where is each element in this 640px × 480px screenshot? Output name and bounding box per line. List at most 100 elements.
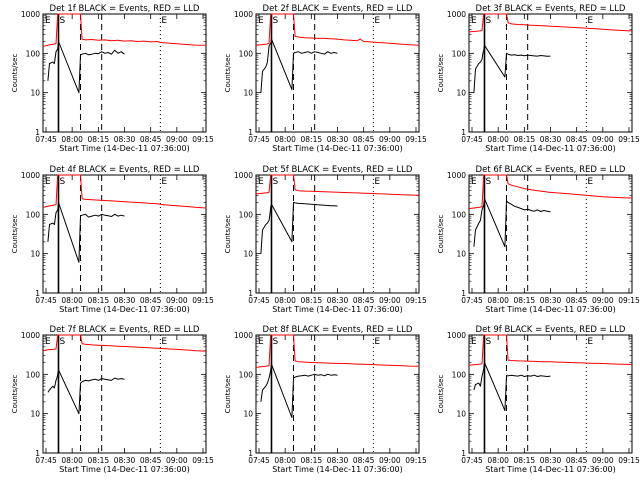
y-axis-label: Counts/sec xyxy=(437,375,445,414)
panel-title: Det 2f BLACK = Events, RED = LLD xyxy=(263,4,413,14)
y-tick-label: 1000 xyxy=(234,331,253,340)
y-tick-label: 10 xyxy=(456,250,466,259)
y-tick-label: 1 xyxy=(248,449,253,458)
x-tick-label: 08:30 xyxy=(540,135,562,144)
x-tick-label: 08:45 xyxy=(353,456,375,465)
marker-label-e: E xyxy=(374,337,380,347)
x-axis-label: Start Time (14-Dec-11 07:36:00) xyxy=(59,144,190,153)
x-tick-label: 08:15 xyxy=(514,456,536,465)
y-tick-label: 1 xyxy=(35,128,40,137)
x-tick-label: 08:30 xyxy=(114,135,136,144)
plot-frame xyxy=(42,13,207,133)
x-tick-label: 09:15 xyxy=(192,296,214,305)
marker-label-e: E xyxy=(587,16,593,26)
x-tick-label: 08:30 xyxy=(114,296,136,305)
x-axis-label: Start Time (14-Dec-11 07:36:00) xyxy=(272,465,403,474)
y-tick-label: 100 xyxy=(452,210,467,219)
marker-label-e: E xyxy=(258,177,264,187)
y-axis-label: Counts/sec xyxy=(437,215,445,254)
x-tick-label: 08:30 xyxy=(327,456,349,465)
y-tick-label: 10 xyxy=(243,89,253,98)
marker-label-s: S xyxy=(59,177,65,187)
y-axis-label: Counts/sec xyxy=(224,375,232,414)
marker-label-s: S xyxy=(272,337,278,347)
x-tick-label: 08:45 xyxy=(140,135,162,144)
plot-frame xyxy=(468,13,633,133)
panel-title: Det 7f BLACK = Events, RED = LLD xyxy=(50,325,200,335)
y-tick-label: 1 xyxy=(461,128,466,137)
y-tick-label: 1 xyxy=(35,449,40,458)
marker-label-e: E xyxy=(45,177,51,187)
x-tick-label: 08:45 xyxy=(566,456,588,465)
y-tick-label: 1000 xyxy=(447,10,466,19)
marker-label-e: E xyxy=(471,16,477,26)
panel-title: Det 6f BLACK = Events, RED = LLD xyxy=(476,165,626,175)
y-tick-label: 100 xyxy=(239,210,254,219)
y-tick-label: 1000 xyxy=(234,171,253,180)
y-tick-label: 100 xyxy=(452,370,467,379)
plot-frame xyxy=(468,334,633,454)
marker-label-e: E xyxy=(471,337,477,347)
x-axis-label: Start Time (14-Dec-11 07:36:00) xyxy=(485,305,616,314)
y-axis-label: Counts/sec xyxy=(437,54,445,93)
x-tick-label: 08:15 xyxy=(88,135,110,144)
x-tick-label: 09:00 xyxy=(379,135,401,144)
marker-label-s: S xyxy=(485,16,491,26)
x-tick-label: 08:00 xyxy=(487,296,509,305)
x-tick-label: 08:00 xyxy=(274,456,296,465)
x-tick-label: 09:00 xyxy=(166,135,188,144)
y-tick-label: 1 xyxy=(461,449,466,458)
lld-series-line xyxy=(42,174,207,209)
marker-label-s: S xyxy=(59,16,65,26)
x-tick-label: 08:30 xyxy=(540,296,562,305)
x-tick-label: 08:15 xyxy=(514,135,536,144)
x-tick-label: 08:00 xyxy=(274,296,296,305)
x-tick-label: 08:45 xyxy=(353,135,375,144)
marker-label-e: E xyxy=(45,337,51,347)
x-tick-label: 08:00 xyxy=(61,456,83,465)
x-tick-label: 08:15 xyxy=(301,135,323,144)
x-axis-label: Start Time (14-Dec-11 07:36:00) xyxy=(485,144,616,153)
x-tick-label: 08:45 xyxy=(566,296,588,305)
y-tick-label: 1 xyxy=(248,289,253,298)
y-tick-label: 10 xyxy=(243,410,253,419)
y-tick-label: 1000 xyxy=(21,171,40,180)
x-tick-label: 09:00 xyxy=(592,456,614,465)
events-series-line xyxy=(260,363,338,418)
x-tick-label: 07:45 xyxy=(248,456,270,465)
marker-label-e: E xyxy=(161,177,167,187)
x-tick-label: 09:15 xyxy=(405,135,427,144)
x-tick-label: 09:00 xyxy=(592,296,614,305)
marker-label-s: S xyxy=(485,337,491,347)
x-tick-label: 09:15 xyxy=(405,296,427,305)
x-tick-label: 07:45 xyxy=(248,296,270,305)
y-tick-label: 10 xyxy=(30,410,40,419)
x-tick-label: 08:00 xyxy=(487,135,509,144)
y-tick-label: 100 xyxy=(239,49,254,58)
x-tick-label: 08:30 xyxy=(114,456,136,465)
plot-frame xyxy=(255,13,420,133)
y-tick-label: 1000 xyxy=(21,10,40,19)
marker-label-s: S xyxy=(485,177,491,187)
marker-label-e: E xyxy=(587,337,593,347)
x-axis-label: Start Time (14-Dec-11 07:36:00) xyxy=(272,144,403,153)
x-tick-label: 09:15 xyxy=(618,135,640,144)
y-tick-label: 100 xyxy=(26,370,41,379)
y-axis-label: Counts/sec xyxy=(11,215,19,254)
x-tick-label: 08:30 xyxy=(540,456,562,465)
x-tick-label: 08:30 xyxy=(327,296,349,305)
marker-label-e: E xyxy=(471,177,477,187)
x-tick-label: 08:00 xyxy=(274,135,296,144)
x-tick-label: 07:45 xyxy=(461,135,483,144)
x-tick-label: 08:15 xyxy=(301,456,323,465)
x-axis-label: Start Time (14-Dec-11 07:36:00) xyxy=(59,305,190,314)
plot-frame xyxy=(42,174,207,294)
lld-series-line xyxy=(42,334,207,352)
marker-label-e: E xyxy=(374,177,380,187)
lld-series-line xyxy=(468,334,633,366)
x-tick-label: 08:00 xyxy=(487,456,509,465)
x-tick-label: 08:45 xyxy=(140,296,162,305)
plot-frame xyxy=(42,334,207,454)
lld-series-line xyxy=(42,13,207,47)
